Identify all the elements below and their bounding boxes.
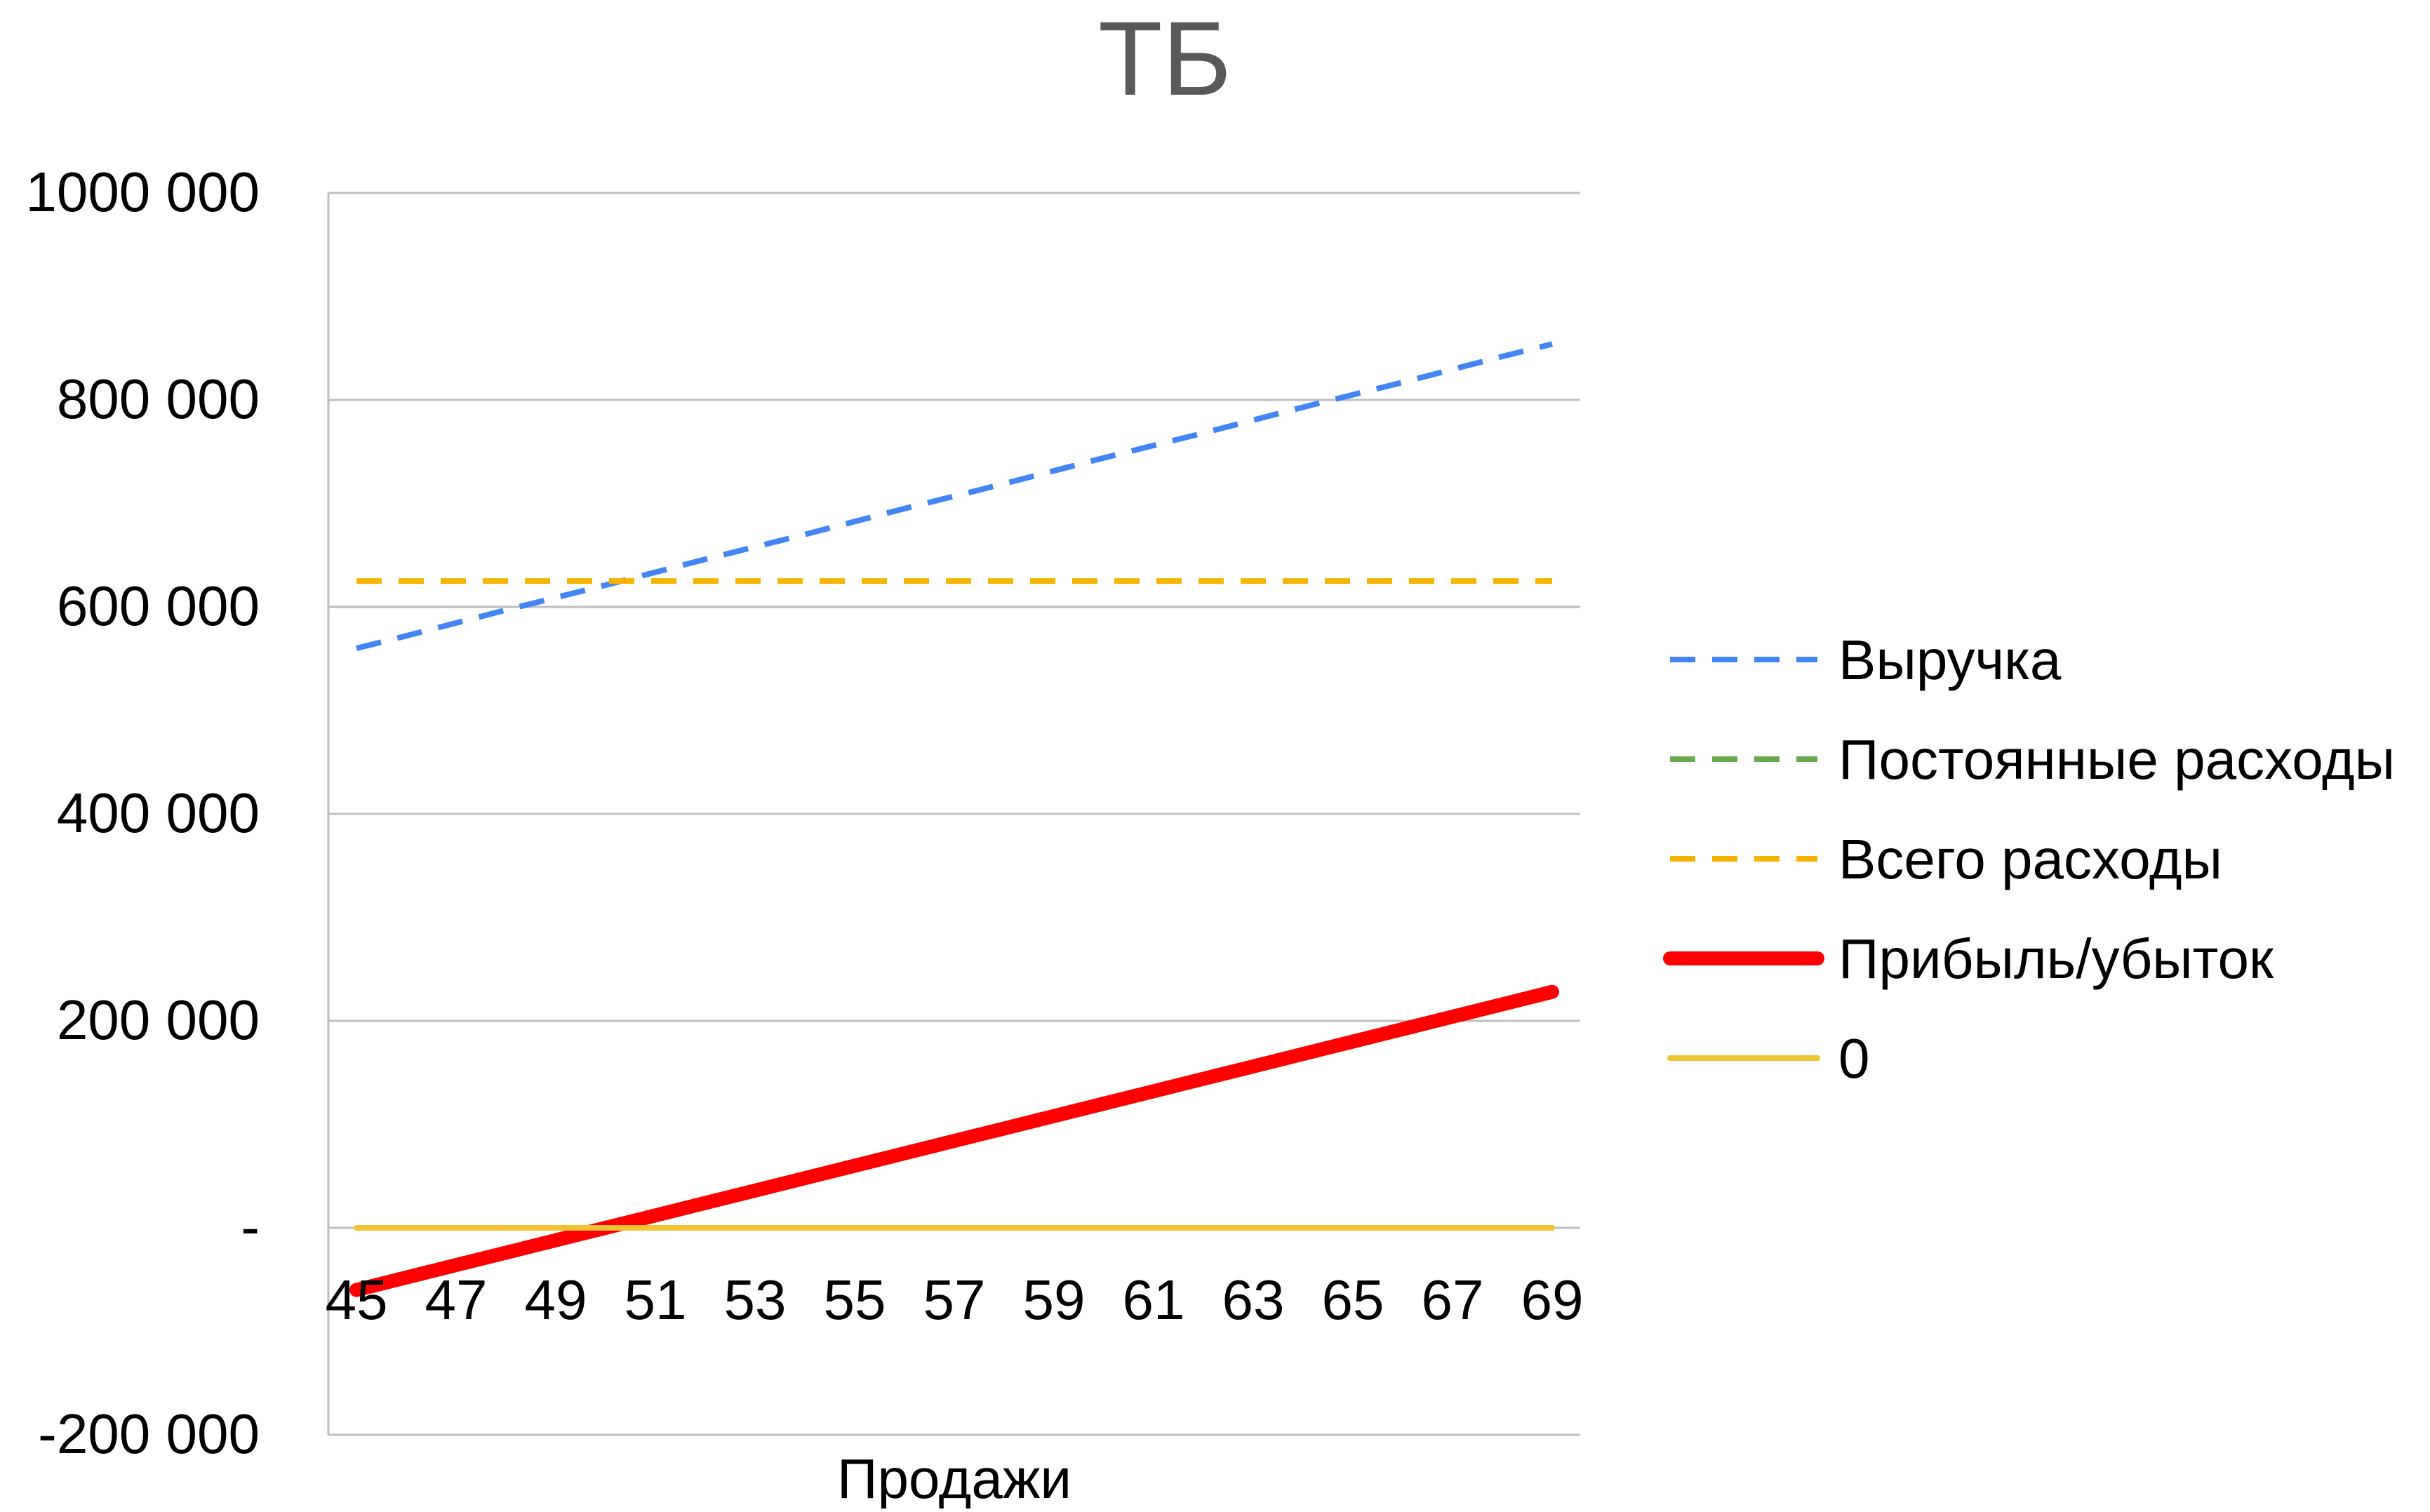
y-tick-label: - bbox=[241, 1196, 260, 1258]
y-tick-label: 800 000 bbox=[57, 368, 260, 430]
y-axis: 1000 000 800 000 600 000 400 000 200 000 - -20… bbox=[25, 161, 330, 1465]
legend-label: Всего расходы bbox=[1838, 828, 2222, 890]
legend-label: 0 bbox=[1838, 1027, 1870, 1090]
series-line bbox=[349, 984, 1559, 1297]
x-tick-label: 69 bbox=[1521, 1269, 1584, 1331]
x-tick-label: 59 bbox=[1023, 1269, 1086, 1331]
y-tick-label: 600 000 bbox=[57, 575, 260, 637]
x-tick-label: 57 bbox=[923, 1269, 986, 1331]
x-tick-label: 47 bbox=[425, 1269, 488, 1331]
chart-title: ТБ bbox=[1098, 0, 1231, 117]
y-tick-label: 1000 000 bbox=[25, 161, 260, 223]
legend-label: Выручка bbox=[1838, 629, 2062, 691]
legend-label: Прибыль/убыток bbox=[1838, 928, 2274, 990]
x-axis-title: Продажи bbox=[837, 1447, 1072, 1508]
x-tick-label: 67 bbox=[1422, 1269, 1484, 1331]
x-tick-label: 55 bbox=[824, 1269, 886, 1331]
x-tick-label: 65 bbox=[1322, 1269, 1384, 1331]
x-axis: 45 47 49 51 53 55 57 59 61 63 65 67 69 bbox=[326, 1269, 1584, 1331]
legend-label: Постоянные расходы bbox=[1838, 728, 2395, 791]
series-line bbox=[356, 341, 1553, 651]
y-tick-label: 200 000 bbox=[57, 989, 260, 1051]
series-lines bbox=[349, 341, 1559, 1297]
x-tick-label: 61 bbox=[1123, 1269, 1185, 1331]
x-tick-label: 45 bbox=[326, 1269, 388, 1331]
legend[interactable]: Выручка Постоянные расходы Всего расходы Пр… bbox=[1663, 629, 2395, 1090]
y-tick-label: -200 000 bbox=[38, 1403, 260, 1465]
x-tick-label: 53 bbox=[724, 1269, 787, 1331]
x-tick-label: 51 bbox=[625, 1269, 687, 1331]
x-tick-label: 49 bbox=[525, 1269, 587, 1331]
y-tick-label: 400 000 bbox=[57, 782, 260, 844]
x-tick-label: 63 bbox=[1222, 1269, 1285, 1331]
